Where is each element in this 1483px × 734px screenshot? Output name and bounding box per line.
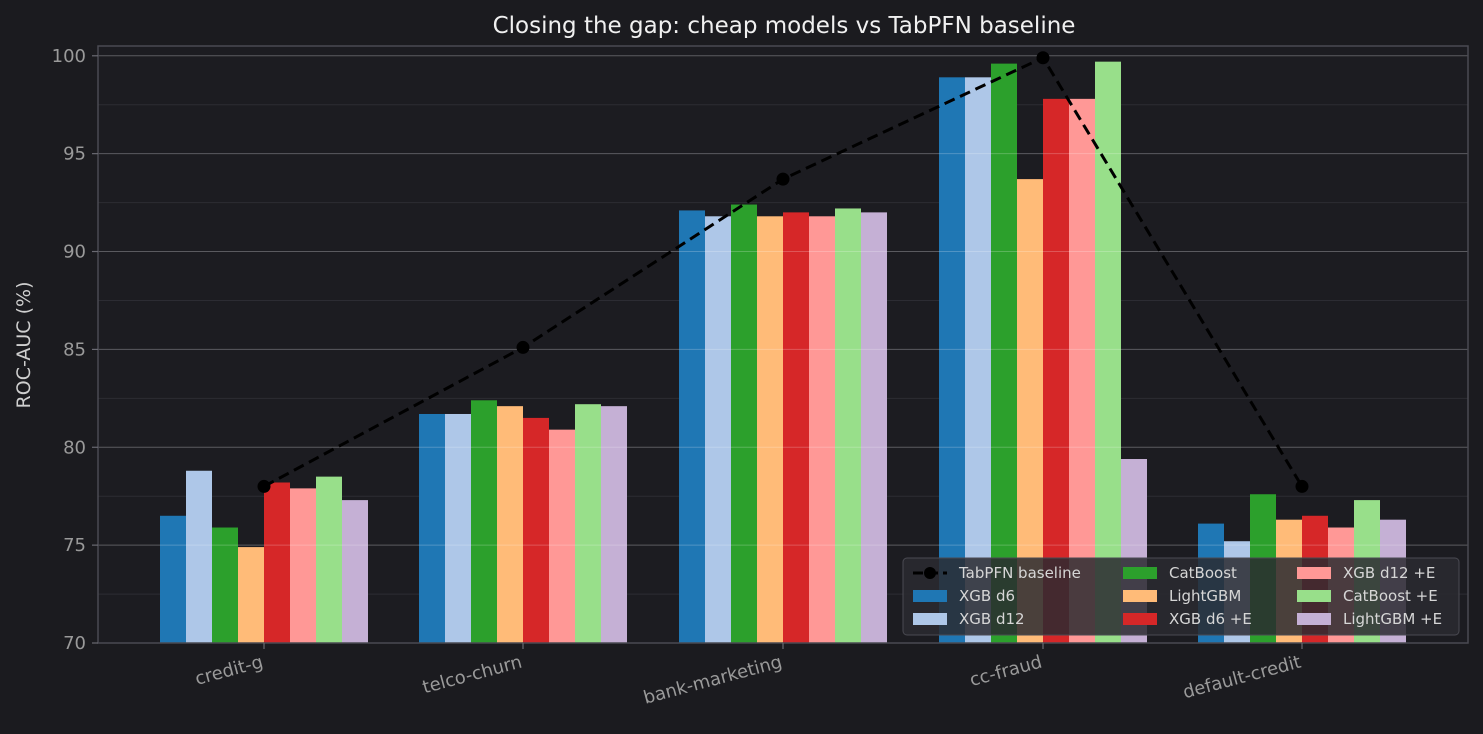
bar (342, 500, 368, 643)
bar (238, 547, 264, 643)
bar (523, 417, 549, 643)
bar (264, 482, 290, 643)
bar (445, 413, 471, 643)
legend-swatch (1123, 613, 1157, 625)
legend-swatch (1297, 613, 1331, 625)
bar (861, 212, 887, 643)
bar (705, 216, 731, 643)
bar (1043, 98, 1069, 643)
bar (290, 488, 316, 643)
baseline-marker (776, 172, 790, 186)
y-tick-label: 90 (63, 242, 86, 263)
bar (471, 400, 497, 643)
chart-title: Closing the gap: cheap models vs TabPFN … (493, 13, 1076, 39)
bar (939, 77, 965, 643)
y-tick-label: 85 (63, 339, 86, 360)
bar (160, 515, 186, 643)
legend-swatch-marker (924, 567, 936, 579)
bar (991, 63, 1017, 643)
baseline-marker (257, 479, 271, 493)
y-tick-label: 95 (63, 144, 86, 165)
legend-label: XGB d6 +E (1169, 610, 1252, 628)
y-axis-label: ROC-AUC (%) (13, 282, 35, 409)
bar (419, 413, 445, 643)
bar (601, 406, 627, 643)
bar (316, 476, 342, 643)
bar (1069, 98, 1095, 643)
bar (679, 210, 705, 643)
bar (497, 406, 523, 643)
legend-label: TabPFN baseline (958, 564, 1081, 582)
bar (965, 77, 991, 643)
bar (212, 527, 238, 643)
legend-label: XGB d12 +E (1343, 564, 1435, 582)
baseline-marker (1295, 479, 1309, 493)
bar (549, 429, 575, 643)
legend-label: LightGBM (1169, 587, 1241, 605)
legend-swatch (1123, 567, 1157, 579)
bar (835, 208, 861, 644)
bar (731, 204, 757, 643)
legend-label: CatBoost +E (1343, 587, 1438, 605)
bar (809, 216, 835, 643)
legend-label: XGB d12 (959, 610, 1025, 628)
bar (575, 404, 601, 643)
y-tick-label: 80 (63, 437, 86, 458)
legend-swatch (913, 613, 947, 625)
bar (757, 216, 783, 643)
y-tick-label: 75 (63, 535, 86, 556)
legend: TabPFN baseline XGB d6 XGB d12 CatBoost Ligh… (902, 557, 1460, 636)
legend-swatch (1123, 590, 1157, 602)
legend-label: XGB d6 (959, 587, 1015, 605)
legend-swatch (1297, 590, 1331, 602)
y-tick-label: 100 (52, 46, 86, 67)
legend-label: CatBoost (1169, 564, 1237, 582)
baseline-marker (516, 340, 530, 354)
legend-label: LightGBM +E (1343, 610, 1442, 628)
baseline-marker (1036, 51, 1050, 65)
bar (1095, 61, 1121, 644)
bar (186, 470, 212, 643)
legend-swatch (913, 590, 947, 602)
y-tick-label: 70 (63, 633, 86, 654)
legend-swatch (1297, 567, 1331, 579)
bar (783, 212, 809, 643)
